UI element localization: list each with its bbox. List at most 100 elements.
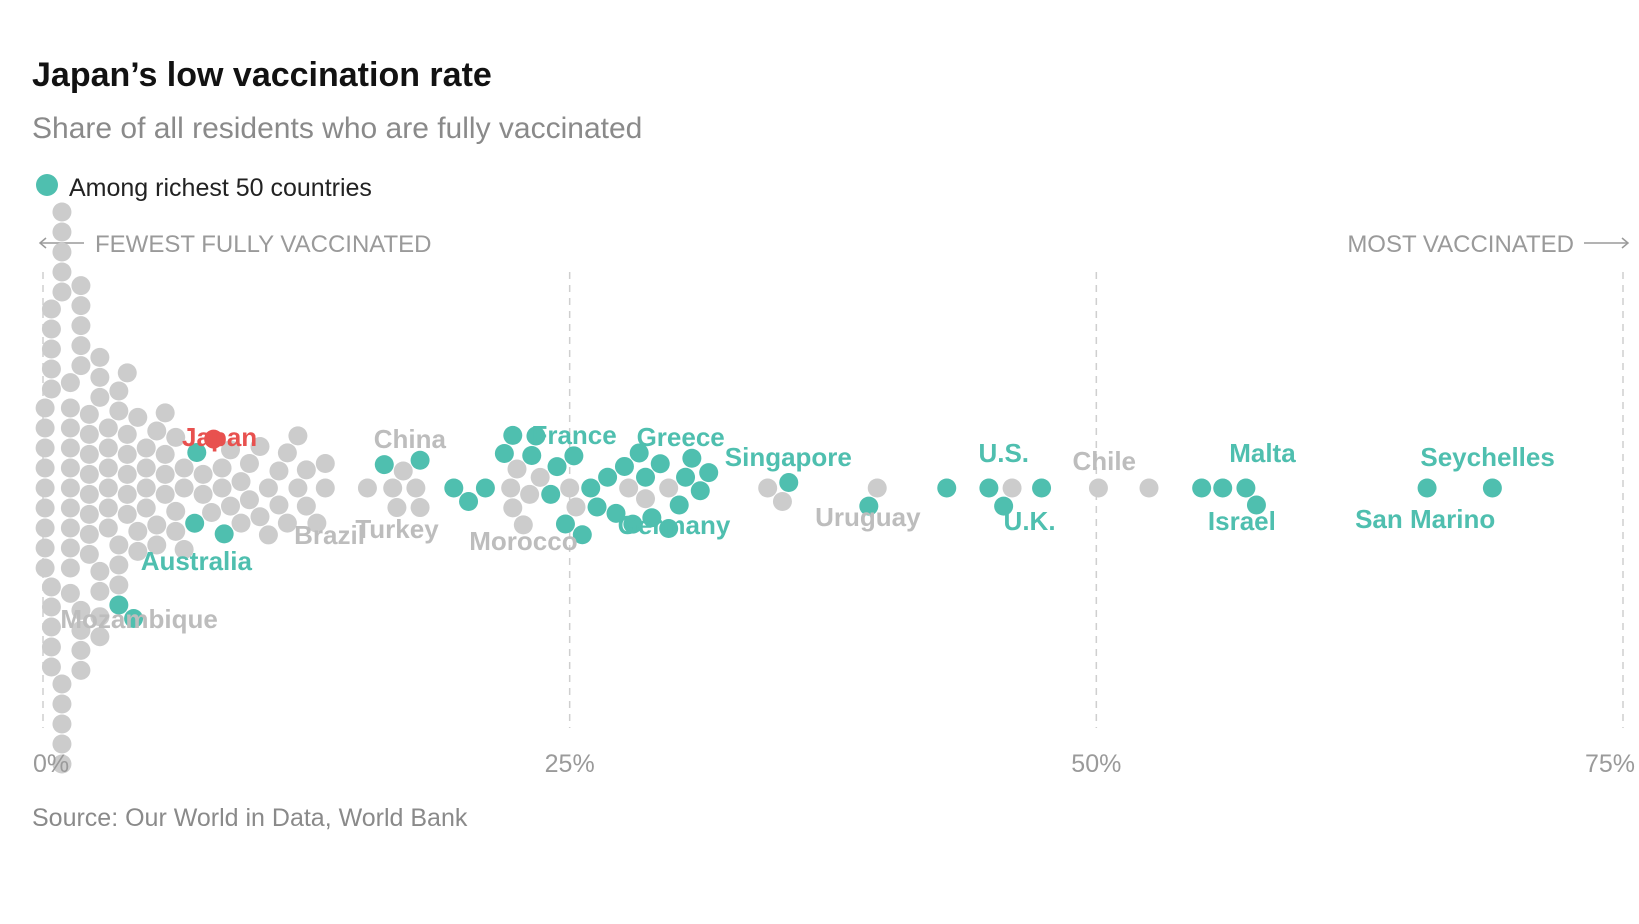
country-dot-rich bbox=[581, 478, 601, 498]
country-dot-other bbox=[659, 478, 679, 498]
country-dot-rich bbox=[185, 513, 205, 533]
country-label-turkey: Turkey bbox=[355, 514, 439, 544]
country-dot-other bbox=[277, 443, 297, 463]
country-dot-other bbox=[239, 453, 259, 473]
direction-label-right: MOST VACCINATED bbox=[1347, 231, 1574, 258]
country-dot-other bbox=[501, 478, 521, 498]
country-dot-other bbox=[174, 478, 194, 498]
country-dot-rich bbox=[187, 443, 207, 463]
country-dot-other bbox=[35, 518, 55, 538]
country-dot-rich bbox=[682, 448, 702, 468]
country-dot-other bbox=[560, 478, 580, 498]
country-dot-other bbox=[41, 617, 61, 637]
country-dot-other bbox=[71, 276, 91, 296]
country-label-china: China bbox=[374, 424, 447, 454]
country-label-germany: Germany bbox=[618, 510, 731, 540]
country-dot-other bbox=[60, 583, 80, 603]
country-dot-other bbox=[79, 444, 99, 464]
country-dot-other bbox=[406, 478, 426, 498]
country-dot-other bbox=[117, 504, 137, 524]
country-dot-other bbox=[250, 436, 270, 456]
country-dot-other bbox=[128, 521, 148, 541]
country-dot-other bbox=[35, 458, 55, 478]
country-dot-rich bbox=[522, 446, 542, 466]
country-dot-other bbox=[147, 421, 167, 441]
country-dot-other bbox=[52, 282, 72, 302]
country-dot-other bbox=[60, 458, 80, 478]
country-dot-other bbox=[530, 467, 550, 487]
country-dot-rich bbox=[937, 478, 957, 498]
country-dot-other bbox=[35, 478, 55, 498]
country-dot-other bbox=[60, 438, 80, 458]
country-label-singapore: Singapore bbox=[725, 442, 852, 472]
country-dot-other bbox=[307, 513, 327, 533]
country-dot-other bbox=[136, 438, 156, 458]
country-dot-other bbox=[41, 597, 61, 617]
country-dot-other bbox=[52, 242, 72, 262]
country-dot-other bbox=[79, 544, 99, 564]
country-dot-other bbox=[98, 438, 118, 458]
country-dot-rich bbox=[109, 595, 129, 615]
country-dot-other bbox=[288, 426, 308, 446]
country-label-u-k: U.K. bbox=[1004, 506, 1056, 536]
country-dot-japan bbox=[204, 429, 224, 449]
country-dot-other bbox=[90, 367, 110, 387]
country-dot-rich bbox=[690, 481, 710, 501]
country-dot-other bbox=[231, 472, 251, 492]
country-dot-other bbox=[117, 464, 137, 484]
country-dot-other bbox=[109, 555, 129, 575]
country-dot-rich bbox=[669, 495, 689, 515]
country-dot-other bbox=[193, 464, 213, 484]
country-label-israel: Israel bbox=[1208, 506, 1276, 536]
country-dot-other bbox=[212, 458, 232, 478]
country-dot-other bbox=[136, 478, 156, 498]
country-dot-rich bbox=[124, 609, 144, 629]
country-dot-other bbox=[41, 339, 61, 359]
country-dot-other bbox=[136, 458, 156, 478]
country-dot-other bbox=[315, 478, 335, 498]
country-dot-other bbox=[90, 581, 110, 601]
country-dot-other bbox=[193, 484, 213, 504]
country-dot-other bbox=[52, 222, 72, 242]
country-dot-other bbox=[90, 561, 110, 581]
country-dot-other bbox=[41, 379, 61, 399]
country-dot-other bbox=[35, 418, 55, 438]
country-dot-other bbox=[79, 424, 99, 444]
country-dot-other bbox=[79, 464, 99, 484]
country-dot-other bbox=[619, 478, 639, 498]
legend-swatch bbox=[36, 173, 58, 196]
country-label-malta: Malta bbox=[1229, 438, 1296, 468]
country-dot-rich bbox=[606, 503, 626, 523]
legend: Among richest 50 countries bbox=[36, 173, 372, 203]
country-dot-other bbox=[1088, 478, 1108, 498]
country-dot-other bbox=[772, 492, 792, 512]
country-dot-other bbox=[71, 336, 91, 356]
country-dot-other bbox=[52, 714, 72, 734]
country-dot-other bbox=[231, 513, 251, 533]
country-dot-other bbox=[117, 484, 137, 504]
country-dot-other bbox=[1139, 478, 1159, 498]
country-dot-rich bbox=[650, 454, 670, 474]
country-dot-rich bbox=[541, 484, 561, 504]
country-dot-rich bbox=[614, 456, 634, 476]
country-dot-other bbox=[35, 438, 55, 458]
country-dot-rich bbox=[1213, 478, 1233, 498]
country-dot-other bbox=[98, 418, 118, 438]
country-label-brazil: Brazil bbox=[294, 520, 365, 550]
country-dot-other bbox=[147, 535, 167, 555]
country-dot-other bbox=[383, 478, 403, 498]
country-dot-other bbox=[90, 387, 110, 407]
country-dot-other bbox=[357, 478, 377, 498]
country-dot-rich bbox=[526, 426, 546, 446]
country-label-morocco: Morocco bbox=[469, 526, 577, 556]
country-dot-rich bbox=[779, 473, 799, 493]
source-note: Source: Our World in Data, World Bank bbox=[32, 804, 468, 832]
country-dot-rich bbox=[1032, 478, 1052, 498]
country-dot-rich bbox=[1192, 478, 1212, 498]
country-dot-rich bbox=[1246, 495, 1266, 515]
country-dot-other bbox=[155, 444, 175, 464]
x-tick-label: 0% bbox=[33, 750, 69, 778]
country-dot-other bbox=[52, 202, 72, 222]
country-dot-other bbox=[758, 478, 778, 498]
